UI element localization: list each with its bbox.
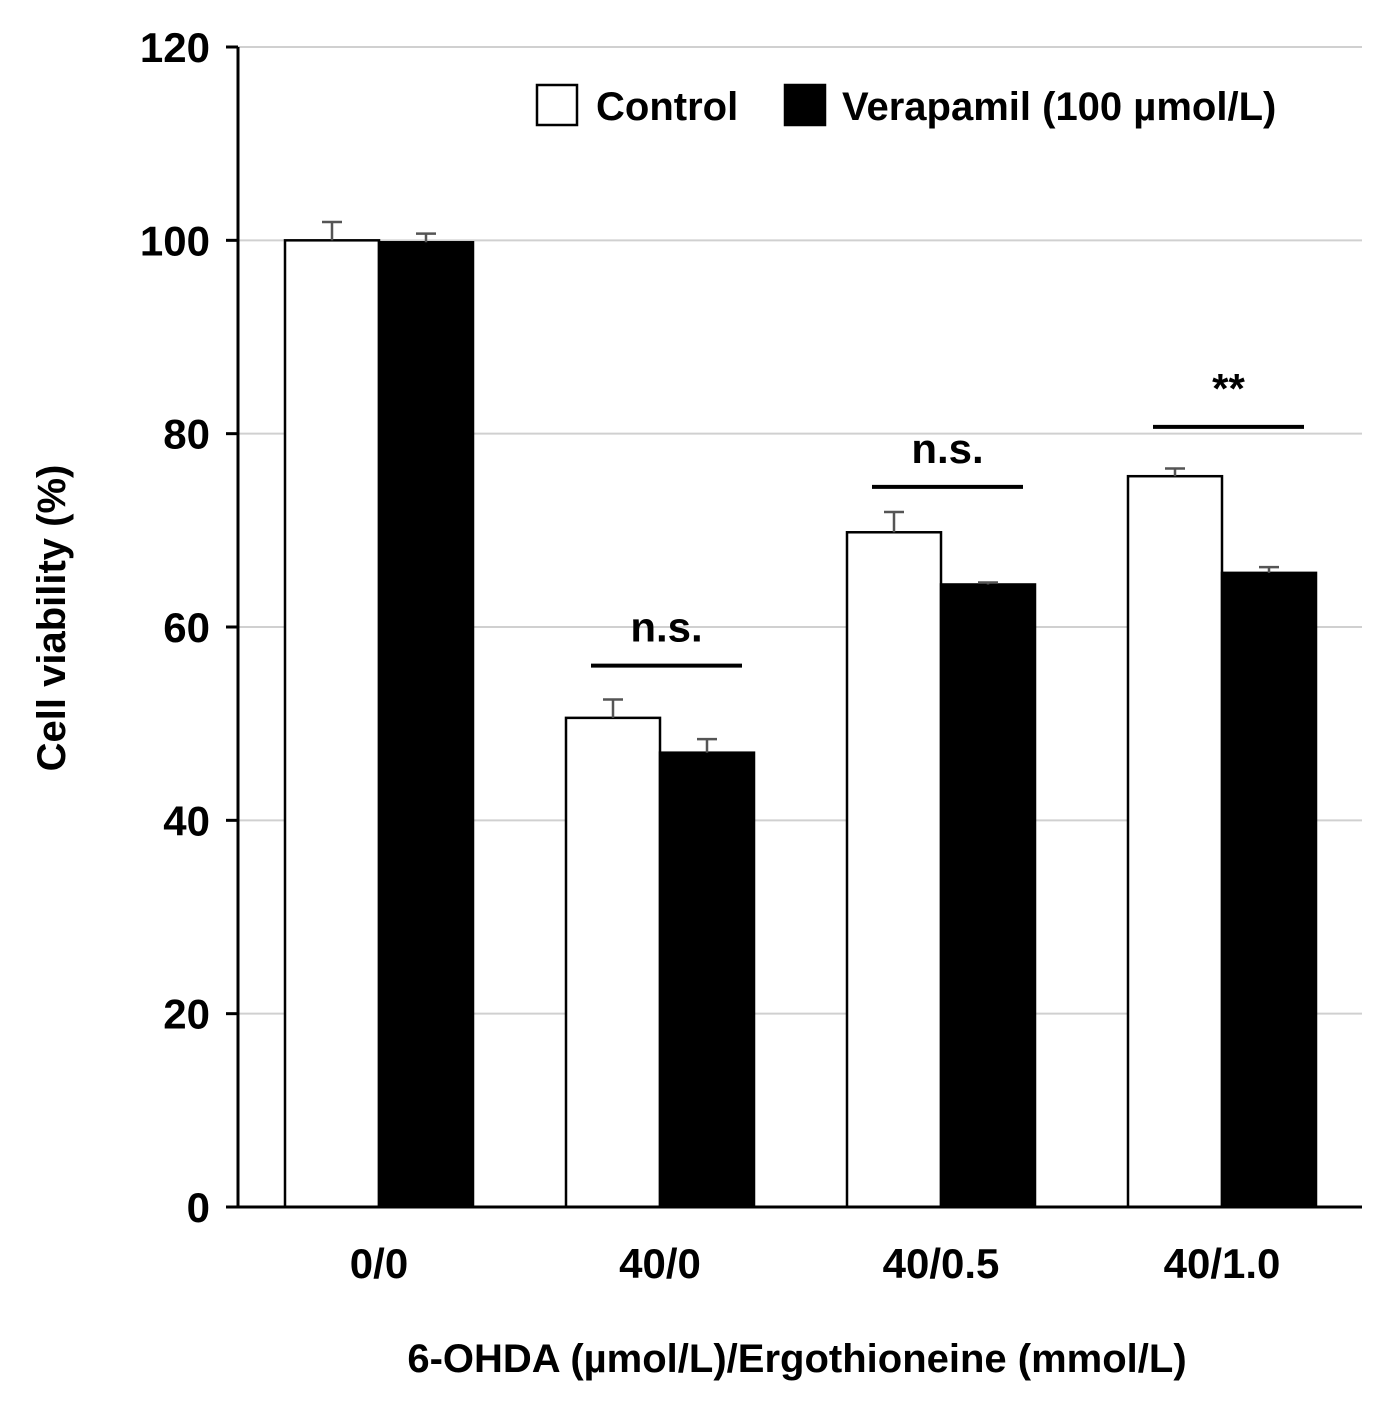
x-tick-label-0/0: 0/0	[350, 1240, 408, 1287]
y-tick-label-40: 40	[163, 797, 210, 844]
legend-label-verapamil: Verapamil (100 µmol/L)	[842, 85, 1276, 129]
bars	[283, 220, 1318, 1209]
significance-label-2: n.s.	[911, 425, 983, 472]
y-tick-label-80: 80	[163, 411, 210, 458]
axes: 0 20 40 60 80 100 120 0/0 40/0 40/0.5 40/1.0	[140, 24, 1362, 1287]
annotations: n.s. n.s. **	[591, 365, 1304, 668]
legend-swatch-verapamil	[783, 83, 827, 127]
y-tick-label-60: 60	[163, 604, 210, 651]
legend-label-control: Control	[596, 85, 738, 129]
x-axis-title: 6-OHDA (µmol/L)/Ergothioneine (mmol/L)	[407, 1337, 1186, 1381]
bar-control-0/0	[283, 239, 381, 1209]
bar-verapamil-0/0	[377, 241, 475, 1209]
y-axis-title: Cell viability (%)	[30, 465, 74, 772]
x-tick-label-40/0.5: 40/0.5	[883, 1240, 1000, 1287]
significance-label-1: n.s.	[630, 604, 702, 651]
bar-verapamil-40/0	[658, 751, 756, 1209]
y-tick-label-20: 20	[163, 991, 210, 1038]
x-tick-label-40/1.0: 40/1.0	[1164, 1240, 1281, 1287]
legend-swatch-control	[535, 83, 579, 127]
bar-control-40/0	[564, 716, 662, 1209]
bar-verapamil-40/0.5	[939, 583, 1037, 1209]
bar-control-40/1.0	[1126, 474, 1224, 1209]
y-tick-label-120: 120	[140, 24, 210, 71]
bar-control-40/0.5	[845, 531, 943, 1209]
bar-verapamil-40/1.0	[1220, 571, 1318, 1209]
y-tick-label-100: 100	[140, 217, 210, 264]
x-tick-label-40/0: 40/0	[619, 1240, 701, 1287]
y-tick-label-0: 0	[187, 1184, 210, 1231]
legend: Control Verapamil (100 µmol/L)	[535, 83, 1276, 129]
significance-label-3: **	[1212, 365, 1245, 412]
